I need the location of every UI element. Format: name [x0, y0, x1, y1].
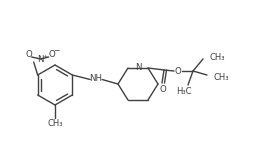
Text: NH: NH [89, 74, 102, 83]
Text: N: N [37, 55, 44, 64]
Text: CH₃: CH₃ [47, 120, 63, 128]
Text: O: O [160, 85, 166, 93]
Text: H₃C: H₃C [176, 86, 192, 96]
Text: O: O [48, 50, 55, 59]
Text: CH₃: CH₃ [214, 72, 230, 81]
Text: +: + [43, 54, 48, 59]
Text: CH₃: CH₃ [210, 52, 225, 61]
Text: −: − [53, 46, 60, 56]
Text: O: O [25, 50, 32, 59]
Text: N: N [135, 62, 141, 71]
Text: O: O [175, 66, 181, 76]
